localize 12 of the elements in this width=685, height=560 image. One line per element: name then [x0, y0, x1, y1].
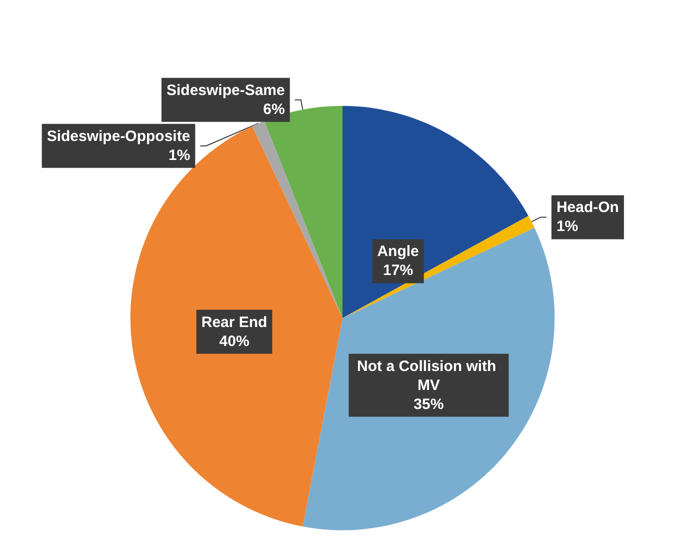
data-label: 6%: [263, 100, 285, 118]
slice-label: Angle: [377, 243, 419, 260]
slice-label: Not a Collision with MV: [357, 358, 500, 394]
data-label: 1%: [168, 146, 190, 164]
data-label: 35%: [414, 396, 444, 413]
data-label: 40%: [219, 332, 250, 350]
slice-label: Head-On: [556, 199, 619, 216]
data-label: 1%: [556, 218, 578, 236]
slice-label: Sideswipe-Opposite: [46, 128, 190, 145]
slice-label: Rear End: [201, 314, 268, 331]
data-label: 17%: [383, 262, 414, 280]
slice-label: Sideswipe-Same: [166, 82, 285, 99]
